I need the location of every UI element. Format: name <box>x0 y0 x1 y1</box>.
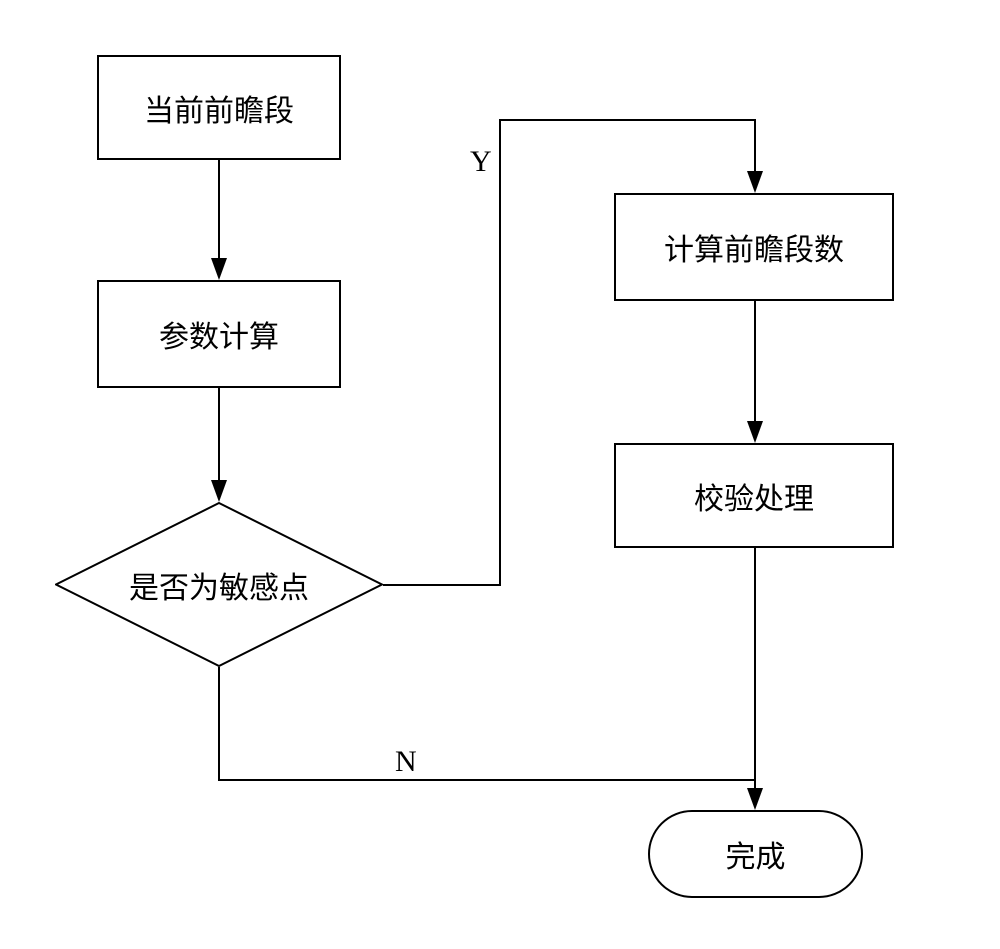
flowchart-canvas: Y N 当前前瞻段参数计算是否为敏感点 计算前瞻段数校验处理完成 <box>0 0 1000 949</box>
node-label: 校验处理 <box>694 474 814 518</box>
edge-label: Y <box>470 145 492 179</box>
node-n3: 是否为敏感点 <box>55 502 383 667</box>
node-label: 当前前瞻段 <box>144 86 294 130</box>
node-label: 是否为敏感点 <box>129 563 309 607</box>
node-n1: 当前前瞻段 <box>97 55 341 160</box>
edge-label: N <box>395 745 417 779</box>
node-n6: 完成 <box>648 810 863 898</box>
node-n4: 计算前瞻段数 <box>614 193 894 301</box>
node-n2: 参数计算 <box>97 280 341 388</box>
node-label: 计算前瞻段数 <box>664 225 844 269</box>
node-label: 完成 <box>726 832 786 876</box>
node-n5: 校验处理 <box>614 443 894 548</box>
node-label: 参数计算 <box>159 312 279 356</box>
